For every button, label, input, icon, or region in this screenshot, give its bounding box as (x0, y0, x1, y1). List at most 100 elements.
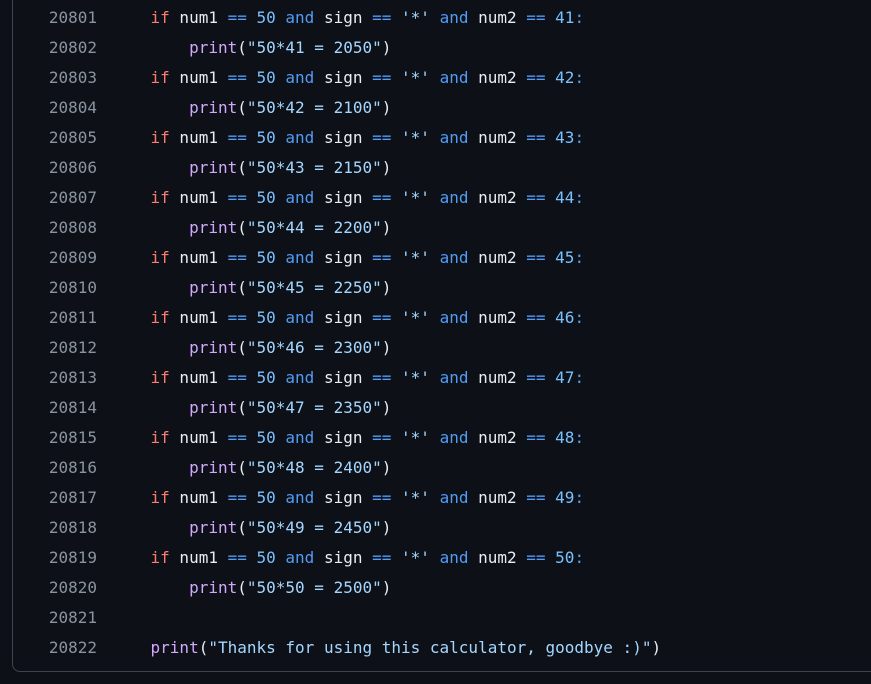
code-token: : (574, 248, 585, 267)
line-number[interactable]: 20804 (48, 98, 97, 117)
line-number[interactable]: 20815 (48, 428, 97, 447)
code-token: ) (381, 518, 392, 537)
code-token: sign (314, 68, 373, 87)
code-token (112, 398, 189, 417)
code-token (276, 248, 286, 267)
code-token (430, 68, 440, 87)
line-number[interactable]: 20821 (48, 608, 97, 627)
code-editor[interactable]: 20801 if num1 == 50 and sign == '*' and … (12, 0, 871, 672)
code-token: == (526, 548, 546, 567)
code-token: and (439, 128, 469, 147)
line-number[interactable]: 20820 (48, 578, 97, 597)
code-token: num2 (468, 248, 527, 267)
code-token: : (574, 8, 585, 27)
code-token: num2 (468, 8, 527, 27)
line-number[interactable]: 20802 (48, 38, 97, 57)
code-token (112, 368, 151, 387)
code-token: sign (314, 128, 373, 147)
code-content: if num1 == 50 and sign == '*' and num2 =… (97, 63, 585, 93)
code-token: '*' (401, 308, 430, 327)
code-token: print (189, 578, 238, 597)
code-line: 20808 print("50*44 = 2200") (13, 213, 871, 243)
code-token (247, 248, 257, 267)
line-number[interactable]: 20819 (48, 548, 97, 567)
code-token: "50*45 = 2250" (246, 278, 382, 297)
code-token (430, 248, 440, 267)
code-token: 46 (555, 308, 575, 327)
code-token: 50 (256, 548, 276, 567)
line-number[interactable]: 20803 (48, 68, 97, 87)
code-token: 50 (256, 368, 276, 387)
code-token (430, 488, 440, 507)
code-token: and (439, 428, 469, 447)
code-token: ) (381, 278, 392, 297)
code-token: ) (381, 398, 392, 417)
code-token: ( (198, 638, 209, 657)
code-token (391, 308, 401, 327)
code-line: 20810 print("50*45 = 2250") (13, 273, 871, 303)
code-token: num2 (468, 188, 527, 207)
code-token: num1 (169, 248, 228, 267)
code-token: and (439, 308, 469, 327)
code-token: if (150, 428, 170, 447)
line-number[interactable]: 20813 (48, 368, 97, 387)
line-number[interactable]: 20807 (48, 188, 97, 207)
code-token: == (372, 368, 392, 387)
code-token: num1 (169, 548, 228, 567)
code-token (112, 638, 151, 657)
code-token: num2 (468, 368, 527, 387)
code-token: == (526, 368, 546, 387)
code-token: num1 (169, 128, 228, 147)
line-number[interactable]: 20805 (48, 128, 97, 147)
code-line: 20802 print("50*41 = 2050") (13, 33, 871, 63)
line-number[interactable]: 20812 (48, 338, 97, 357)
code-token: ) (381, 158, 392, 177)
code-line: 20805 if num1 == 50 and sign == '*' and … (13, 123, 871, 153)
code-token: == (526, 68, 546, 87)
code-token: == (526, 308, 546, 327)
code-token (112, 248, 151, 267)
code-token: 50 (256, 488, 276, 507)
line-number[interactable]: 20810 (48, 278, 97, 297)
line-number[interactable]: 20801 (48, 8, 97, 27)
code-token: sign (314, 308, 373, 327)
code-token: 50 (256, 428, 276, 447)
code-token: : (574, 428, 585, 447)
code-token: 50 (256, 248, 276, 267)
code-line: 20822 print("Thanks for using this calcu… (13, 633, 871, 663)
code-token (391, 68, 401, 87)
code-token: sign (314, 548, 373, 567)
code-token (247, 428, 257, 447)
code-token: '*' (401, 368, 430, 387)
code-token (112, 8, 151, 27)
line-number[interactable]: 20808 (48, 218, 97, 237)
code-token: ( (237, 218, 247, 237)
code-token: 41 (555, 8, 575, 27)
code-token (112, 158, 189, 177)
line-number[interactable]: 20809 (48, 248, 97, 267)
code-token: if (150, 248, 170, 267)
line-number[interactable]: 20822 (48, 638, 97, 657)
line-number[interactable]: 20811 (48, 308, 97, 327)
code-content: print("50*46 = 2300") (97, 333, 391, 363)
line-number[interactable]: 20816 (48, 458, 97, 477)
code-line: 20813 if num1 == 50 and sign == '*' and … (13, 363, 871, 393)
code-token: num2 (468, 488, 527, 507)
code-line: 20809 if num1 == 50 and sign == '*' and … (13, 243, 871, 273)
code-token: : (574, 188, 585, 207)
line-number[interactable]: 20806 (48, 158, 97, 177)
code-content: if num1 == 50 and sign == '*' and num2 =… (97, 363, 585, 393)
code-token: sign (314, 428, 373, 447)
code-token: ( (237, 518, 247, 537)
code-token: == (526, 488, 546, 507)
code-token: ( (237, 98, 247, 117)
code-token: : (574, 548, 585, 567)
code-token: ) (651, 638, 662, 657)
line-number[interactable]: 20818 (48, 518, 97, 537)
code-token (112, 488, 151, 507)
code-token: if (150, 548, 170, 567)
code-token: if (150, 488, 170, 507)
code-token: if (150, 8, 170, 27)
line-number[interactable]: 20817 (48, 488, 97, 507)
line-number[interactable]: 20814 (48, 398, 97, 417)
